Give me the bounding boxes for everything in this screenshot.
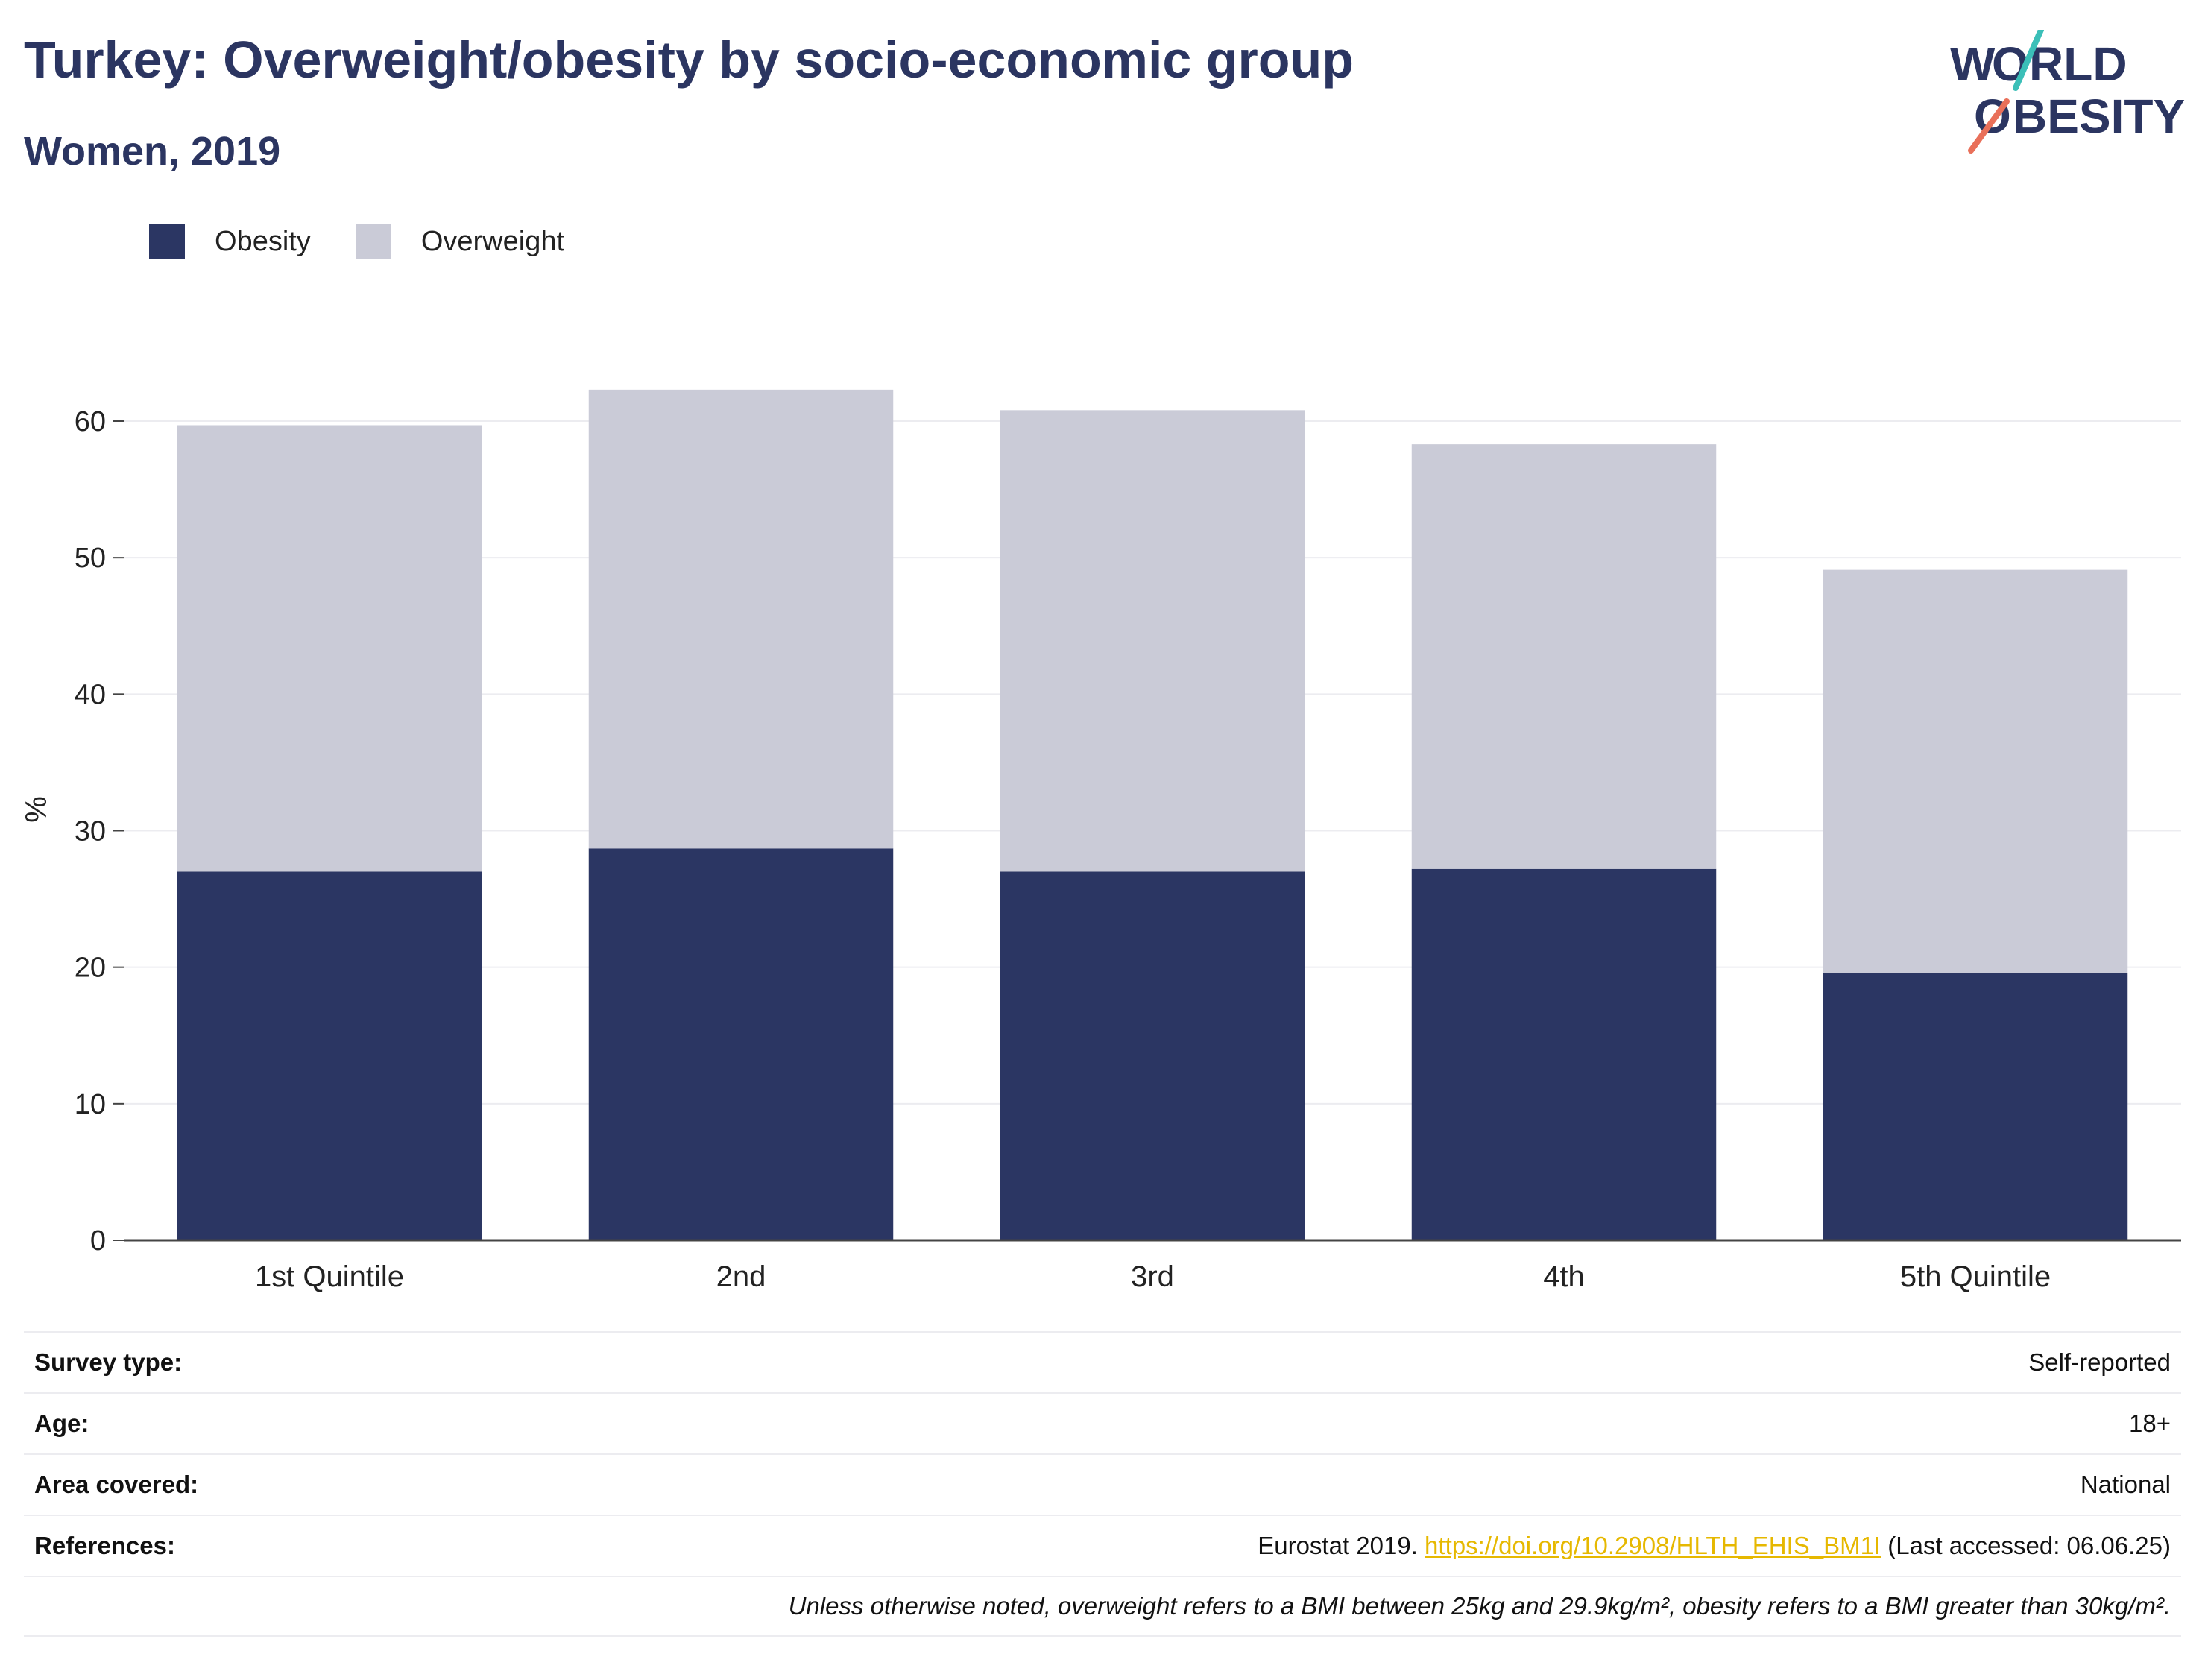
bar-obesity-2 xyxy=(588,848,894,1240)
stacked-bar-chart: 0 10 20 30 40 50 60% 1st Quintile 2nd 3rd 4th 5th Q… xyxy=(20,389,2181,1293)
bar-overweight-1 xyxy=(177,425,482,872)
y-tick-label-50: 50 xyxy=(75,543,106,574)
svg-text:BESITY: BESITY xyxy=(2013,89,2185,143)
x-tick-label-1: 1st Quintile xyxy=(255,1260,404,1293)
y-tick-label-60: 60 xyxy=(75,406,106,438)
info-row-survey-type: Survey type: Self-reported xyxy=(24,1331,2181,1392)
bar-obesity-3 xyxy=(1000,871,1305,1240)
chart-title: Turkey: Overweight/obesity by socio-econ… xyxy=(24,31,1354,89)
age-value: 18+ xyxy=(2129,1409,2171,1437)
info-table: Survey type: Self-reported Age: 18+ Area… xyxy=(24,1331,2181,1637)
info-row-area: Area covered: National xyxy=(24,1453,2181,1515)
y-tick-label-20: 20 xyxy=(75,953,106,984)
bar-obesity-1 xyxy=(177,871,482,1240)
references-suffix: (Last accessed: 06.06.25) xyxy=(1887,1532,2171,1559)
references-prefix: Eurostat 2019. xyxy=(1258,1532,1418,1559)
x-tick-label-4: 4th xyxy=(1543,1260,1585,1293)
info-row-age: Age: 18+ xyxy=(24,1392,2181,1453)
chart-legend: Obesity Overweight xyxy=(149,221,609,262)
references-link[interactable]: https://doi.org/10.2908/HLTH_EHIS_BM1I xyxy=(1425,1532,1881,1559)
x-tick-label-2: 2nd xyxy=(716,1260,766,1293)
bar-overweight-3 xyxy=(1000,410,1305,872)
bmi-definition-note: Unless otherwise noted, overweight refer… xyxy=(788,1592,2171,1620)
y-tick-label-30: 30 xyxy=(75,816,106,847)
survey-type-label: Survey type: xyxy=(34,1348,183,1376)
bar-overweight-4 xyxy=(1411,444,1717,869)
svg-text:W: W xyxy=(1950,37,1996,91)
y-axis-label: % xyxy=(20,796,53,823)
svg-text:O: O xyxy=(1992,37,2029,91)
bar-overweight-2 xyxy=(588,389,894,849)
area-label: Area covered: xyxy=(34,1471,199,1498)
info-row-references: References: Eurostat 2019. https://doi.o… xyxy=(24,1515,2181,1576)
legend-swatch-obesity xyxy=(149,224,185,259)
bar-overweight-5 xyxy=(1823,569,2128,973)
y-tick-label-10: 10 xyxy=(75,1089,106,1120)
svg-text:RLD: RLD xyxy=(2029,37,2127,91)
references-label: References: xyxy=(34,1532,175,1559)
area-value: National xyxy=(2080,1471,2171,1498)
x-tick-label-5: 5th Quintile xyxy=(1900,1260,2051,1293)
x-tick-label-3: 3rd xyxy=(1131,1260,1174,1293)
y-tick-label-0: 0 xyxy=(90,1225,106,1257)
legend-swatch-overweight xyxy=(355,224,391,259)
legend-label-obesity: Obesity xyxy=(215,225,311,257)
bar-obesity-4 xyxy=(1411,868,1717,1240)
age-label: Age: xyxy=(34,1409,89,1437)
survey-type-value: Self-reported xyxy=(2028,1348,2171,1376)
y-tick-label-40: 40 xyxy=(75,679,106,710)
info-row-note: Unless otherwise noted, overweight refer… xyxy=(24,1576,2181,1637)
bar-obesity-5 xyxy=(1823,972,2128,1240)
legend-label-overweight: Overweight xyxy=(420,225,565,257)
references-value: Eurostat 2019. https://doi.org/10.2908/H… xyxy=(1258,1532,2171,1560)
chart-subtitle: Women, 2019 xyxy=(24,129,281,174)
world-obesity-logo: W O RLD O BESITY xyxy=(1950,30,2185,154)
